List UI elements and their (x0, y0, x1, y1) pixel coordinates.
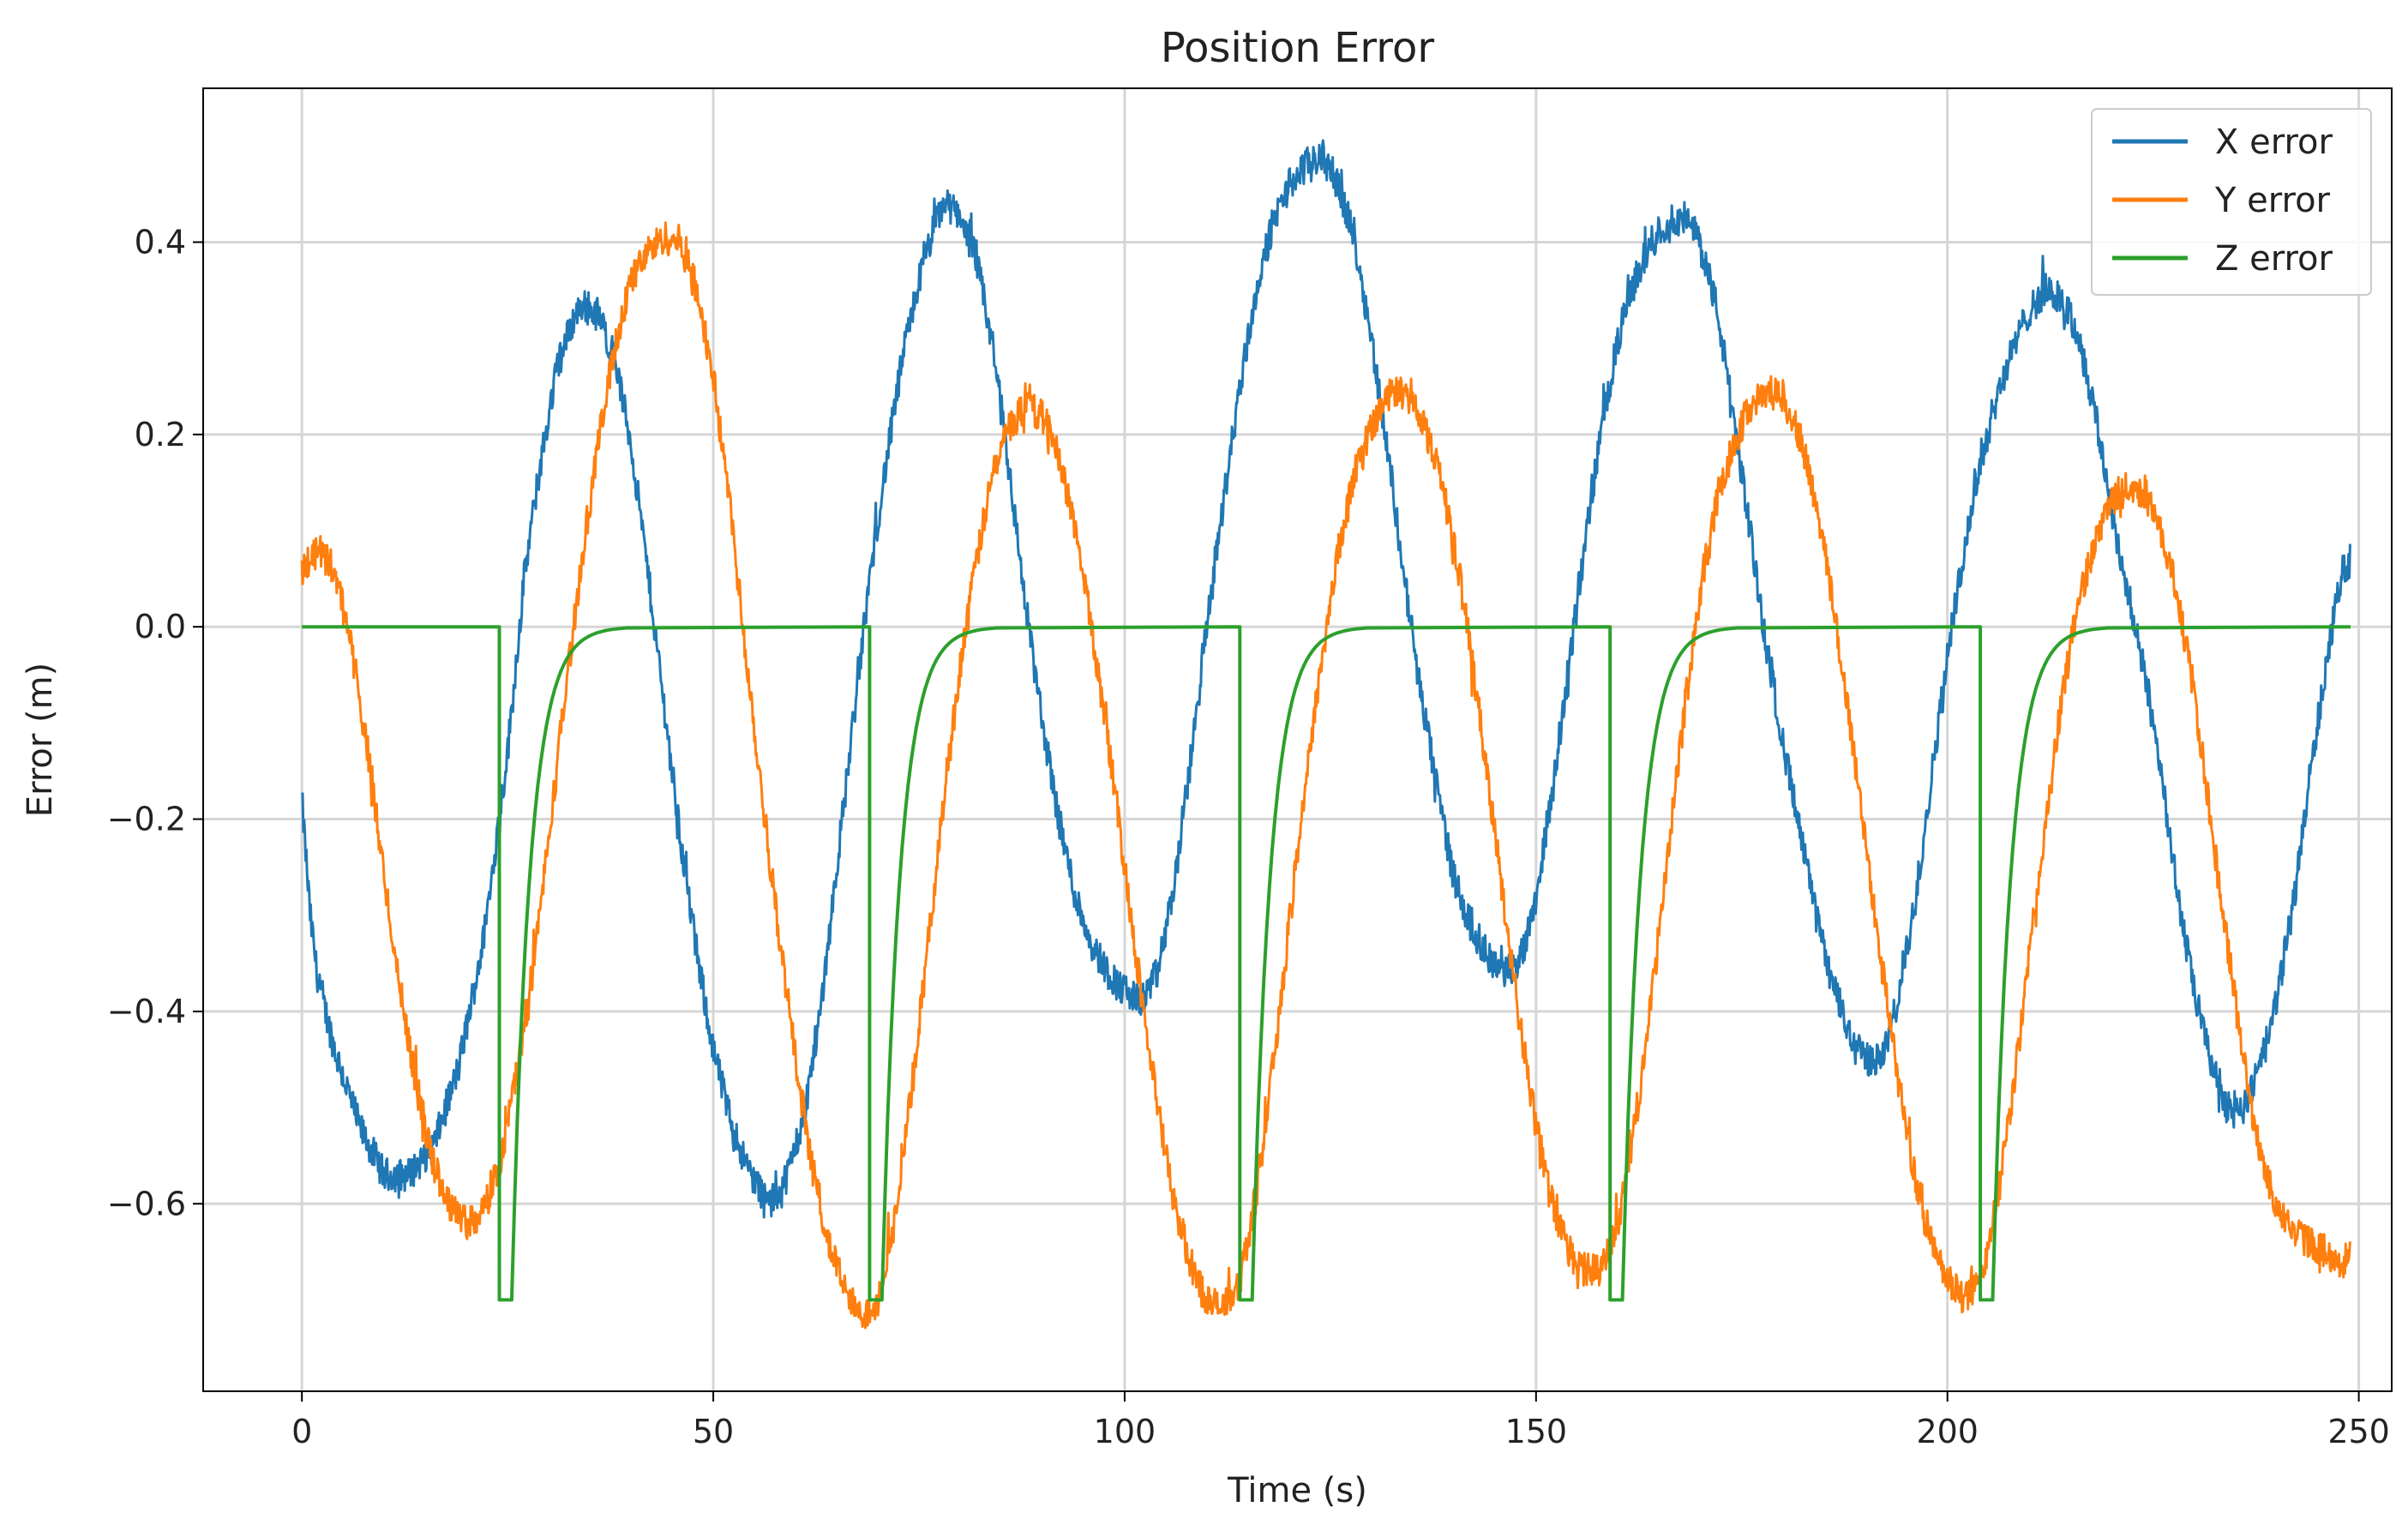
y-axis-label: Error (m) (21, 663, 60, 817)
plot-area-frame (202, 87, 2393, 1392)
series-line (300, 221, 2351, 1330)
legend-label: Z error (2215, 239, 2333, 279)
x-tick-label: 0 (291, 1413, 312, 1450)
x-tick-label: 100 (1094, 1413, 1156, 1450)
y-tick-label: 0.0 (135, 608, 186, 645)
axis-ticks: 0 50 100 150 200 250 0.4 0.2 0.0 −0.2 −0.4 −0.6 (107, 223, 2390, 1450)
x-tick-label: 150 (1505, 1413, 1568, 1450)
chart-title: Position Error (1161, 24, 1434, 72)
y-tick-label: 0.4 (135, 223, 186, 261)
legend-label: Y error (2214, 181, 2331, 220)
chart-legend: X error Y error Z error (2091, 108, 2372, 296)
x-tick-label: 250 (2327, 1413, 2390, 1450)
y-tick-label: −0.4 (107, 993, 186, 1030)
series-line (300, 139, 2351, 1219)
y-tick-label: −0.6 (107, 1185, 186, 1222)
grid-lines (203, 88, 2392, 1391)
y-tick-label: −0.2 (107, 801, 186, 838)
series-lines (300, 139, 2351, 1330)
series-line (302, 625, 2351, 1302)
legend-box (2091, 108, 2372, 296)
x-tick-label: 50 (693, 1413, 734, 1450)
legend-label: X error (2215, 123, 2333, 162)
x-axis-label: Time (s) (1227, 1471, 1367, 1510)
x-tick-label: 200 (1916, 1413, 1979, 1450)
y-tick-label: 0.2 (135, 416, 186, 453)
legend-entries: X error Y error Z error (2112, 123, 2333, 279)
